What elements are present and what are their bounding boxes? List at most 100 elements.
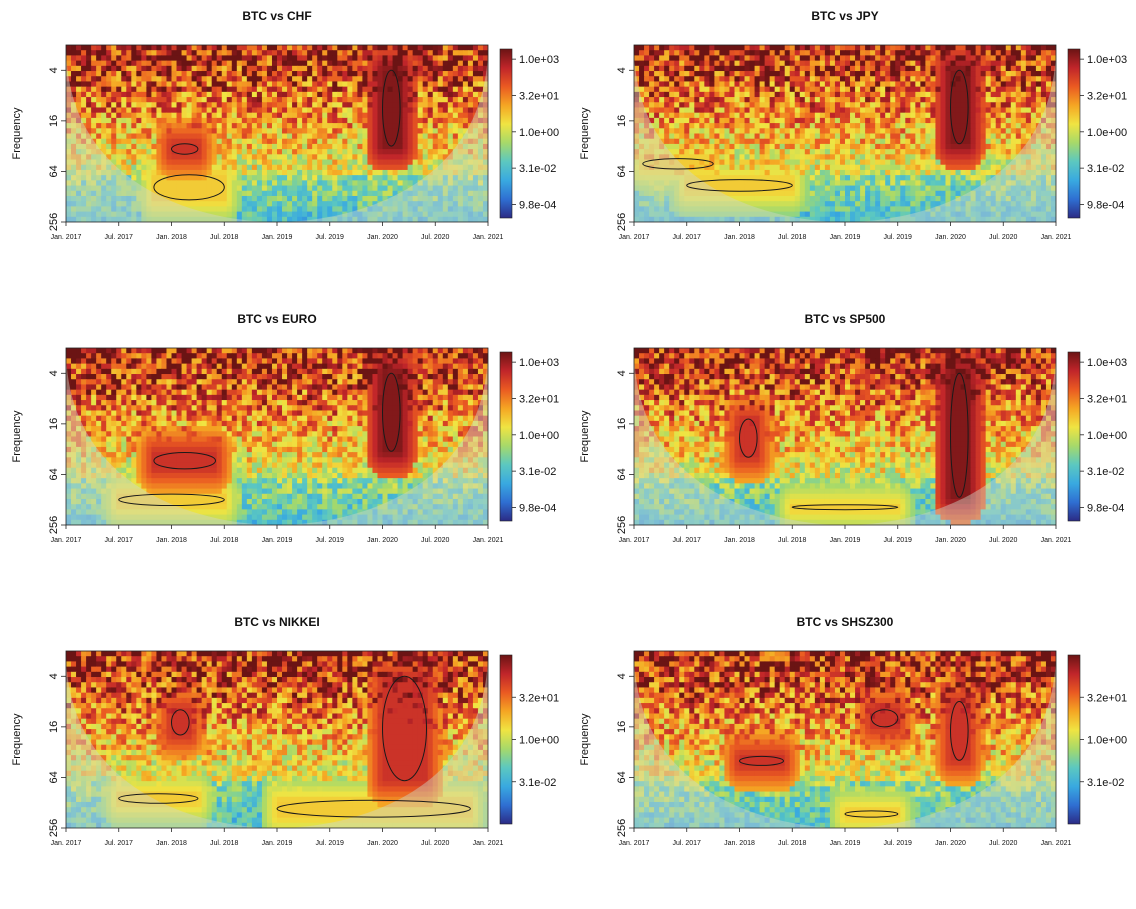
heatmap-cell: [96, 128, 102, 135]
heatmap-cell: [422, 159, 429, 166]
heatmap-cell: [181, 149, 188, 155]
heatmap-cell: [724, 123, 731, 129]
heatmap-cell: [965, 159, 972, 166]
heatmap-cell: [714, 50, 720, 57]
heatmap-cell: [945, 117, 952, 124]
heatmap-cell: [392, 169, 399, 176]
heatmap-cell: [669, 102, 675, 109]
heatmap-cell: [367, 154, 374, 161]
heatmap-cell: [407, 86, 414, 93]
heatmap-cell: [402, 107, 409, 114]
heatmap-cell: [462, 154, 469, 161]
heatmap-cell: [317, 175, 323, 181]
heatmap-cell: [739, 97, 746, 103]
heatmap-cell: [211, 107, 218, 114]
heatmap-cell: [357, 97, 363, 103]
heatmap-cell: [955, 133, 962, 140]
heatmap-cell: [457, 65, 464, 72]
heatmap-cell: [382, 50, 389, 57]
heatmap-cell: [251, 81, 258, 88]
heatmap-cell: [1030, 102, 1037, 109]
heatmap-cell: [1030, 154, 1037, 161]
heatmap-cell: [920, 65, 926, 72]
heatmap-cell: [945, 164, 952, 171]
heatmap-cell: [317, 86, 323, 93]
heatmap-cell: [146, 50, 152, 57]
heatmap-cell: [669, 76, 675, 83]
heatmap-cell: [126, 60, 132, 67]
heatmap-cell: [111, 112, 117, 119]
heatmap-cell: [156, 65, 163, 72]
y-tick-label: 16: [48, 115, 60, 127]
heatmap-cell: [839, 133, 846, 140]
heatmap-cell: [271, 65, 278, 72]
heatmap-cell: [985, 143, 992, 150]
heatmap-cell: [126, 86, 132, 93]
heatmap-cell: [890, 60, 896, 67]
heatmap-cell: [860, 76, 866, 83]
heatmap-cell: [357, 102, 363, 109]
heatmap-cell: [814, 60, 821, 67]
heatmap-cell: [81, 65, 87, 72]
heatmap-cell: [357, 133, 363, 140]
heatmap-cell: [156, 195, 163, 202]
heatmap-cell: [799, 143, 806, 150]
heatmap-cell: [126, 133, 132, 140]
heatmap-cell: [925, 76, 931, 83]
heatmap-cell: [1030, 65, 1037, 72]
heatmap-cell: [81, 55, 87, 62]
heatmap-cell: [970, 65, 977, 72]
heatmap-cell: [437, 123, 444, 129]
heatmap-cell: [779, 117, 786, 124]
heatmap-cell: [819, 143, 826, 150]
heatmap-cell: [457, 86, 464, 93]
heatmap-cell: [226, 185, 233, 192]
heatmap-cell: [302, 211, 308, 218]
heatmap-cell: [890, 45, 896, 51]
heatmap-cell: [327, 91, 333, 98]
heatmap-cell: [96, 112, 102, 119]
heatmap-cell: [437, 175, 444, 181]
heatmap-cell: [704, 97, 710, 103]
heatmap-cell: [462, 180, 469, 187]
heatmap-cell: [111, 201, 117, 207]
heatmap-cell: [302, 123, 308, 129]
heatmap-cell: [814, 107, 821, 114]
heatmap-cell: [161, 190, 168, 197]
heatmap-cell: [945, 102, 952, 109]
heatmap-cell: [151, 123, 158, 129]
heatmap-cell: [261, 190, 268, 197]
heatmap-cell: [367, 128, 374, 135]
heatmap-cell: [146, 86, 152, 93]
heatmap-cell: [714, 143, 720, 150]
heatmap-cell: [196, 117, 203, 124]
heatmap-cell: [206, 55, 213, 62]
heatmap-cell: [945, 60, 952, 67]
heatmap-cell: [639, 143, 645, 150]
heatmap-cell: [709, 97, 715, 103]
heatmap-cell: [71, 201, 77, 207]
heatmap-cell: [196, 138, 203, 145]
heatmap-cell: [352, 102, 358, 109]
heatmap-cell: [151, 60, 158, 67]
heatmap-cell: [985, 133, 992, 140]
heatmap-cell: [910, 159, 916, 166]
heatmap-cell: [467, 185, 474, 192]
heatmap-cell: [839, 112, 846, 119]
heatmap-cell: [417, 117, 424, 124]
heatmap-cell: [719, 154, 726, 161]
heatmap-cell: [819, 102, 826, 109]
heatmap-cell: [764, 102, 771, 109]
heatmap-cell: [920, 123, 926, 129]
heatmap-cell: [317, 143, 323, 150]
heatmap-cell: [744, 81, 751, 88]
heatmap-cell: [754, 154, 761, 161]
heatmap-cell: [186, 123, 193, 129]
heatmap-cell: [995, 117, 1002, 124]
heatmap-cell: [1015, 107, 1022, 114]
heatmap-cell: [709, 107, 715, 114]
heatmap-cell: [699, 55, 705, 62]
heatmap-cell: [850, 128, 856, 135]
heatmap-cell: [201, 71, 208, 77]
heatmap-cell: [111, 128, 117, 135]
